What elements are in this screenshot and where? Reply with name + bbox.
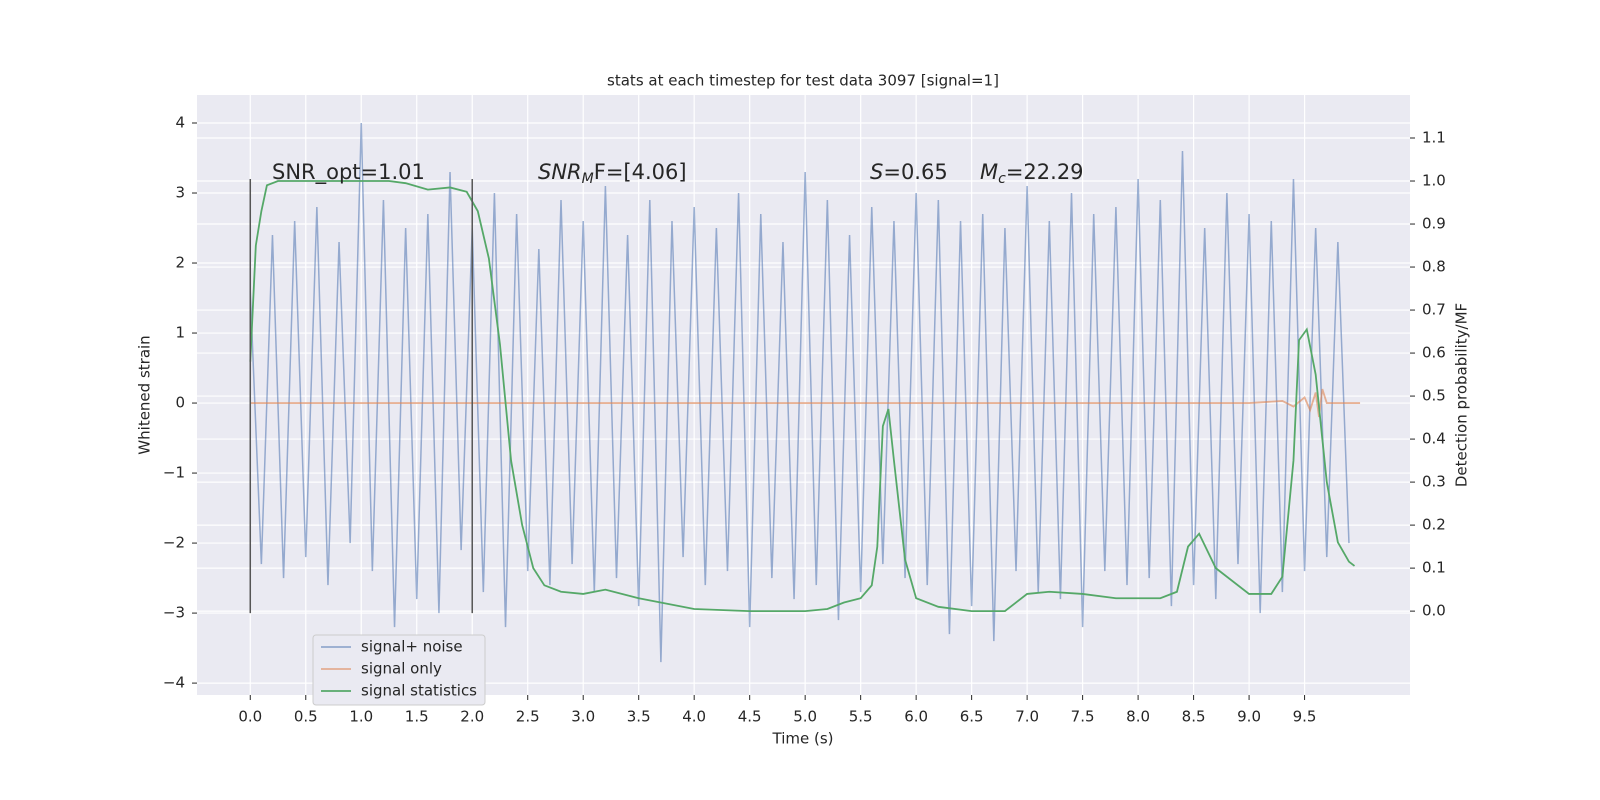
y2-tick-label: 0.7 xyxy=(1422,301,1446,319)
x-tick-label: 7.0 xyxy=(1015,708,1039,726)
y-tick-label: −4 xyxy=(163,674,185,692)
annotation-main: S xyxy=(870,160,883,184)
y-tick-label: −3 xyxy=(163,604,185,622)
x-tick-label: 2.0 xyxy=(460,708,484,726)
y-tick-label: −1 xyxy=(163,464,185,482)
x-tick-label: 3.0 xyxy=(571,708,595,726)
x-tick-label: 2.5 xyxy=(516,708,540,726)
annotation: SNR_opt=1.01 xyxy=(272,160,425,185)
y2-tick-label: 1.0 xyxy=(1422,172,1446,190)
legend-label: signal only xyxy=(361,660,442,678)
x-tick-label: 0.0 xyxy=(238,708,262,726)
x-tick-label: 5.0 xyxy=(793,708,817,726)
annotation-main: SNR xyxy=(538,160,582,184)
series-line xyxy=(249,180,1356,613)
y2-axis-label: Detection probability/MF xyxy=(1453,303,1471,487)
y-tick-label: −2 xyxy=(163,534,185,552)
x-tick-label: 6.0 xyxy=(904,708,928,726)
y2-tick-label: 0.5 xyxy=(1422,387,1446,405)
y2-tick-label: 1.1 xyxy=(1422,129,1446,147)
y2-tick-label: 0.3 xyxy=(1422,473,1446,491)
y2-tick-label: 0.9 xyxy=(1422,215,1446,233)
plot-area xyxy=(197,95,1410,695)
x-tick-label: 4.0 xyxy=(682,708,706,726)
annotation-main: M xyxy=(980,160,998,184)
x-tick-label: 8.5 xyxy=(1182,708,1206,726)
y-tick-label: 4 xyxy=(175,114,185,132)
legend-label: signal+ noise xyxy=(361,638,463,656)
legend-label: signal statistics xyxy=(361,682,477,700)
annotation: Mc=22.29 xyxy=(980,160,1084,187)
y2-tick-label: 0.1 xyxy=(1422,559,1446,577)
legend-box xyxy=(312,634,486,706)
y2-tick-label: 0.0 xyxy=(1422,602,1446,620)
x-tick-label: 1.0 xyxy=(349,708,373,726)
y-tick-label: 0 xyxy=(175,394,185,412)
x-tick-label: 3.5 xyxy=(627,708,651,726)
x-tick-label: 0.5 xyxy=(294,708,318,726)
y-tick-label: 3 xyxy=(175,184,185,202)
y2-tick-label: 0.8 xyxy=(1422,258,1446,276)
x-tick-label: 4.5 xyxy=(738,708,762,726)
x-tick-label: 9.0 xyxy=(1237,708,1261,726)
annotation: SNRMF=[4.06] xyxy=(538,160,687,187)
y2-tick-label: 0.4 xyxy=(1422,430,1446,448)
chart-title: stats at each timestep for test data 309… xyxy=(607,72,999,90)
annotation-sub: M xyxy=(582,171,594,187)
y-tick-label: 1 xyxy=(175,324,185,342)
annotation-sub: c xyxy=(998,171,1006,187)
x-tick-label: 1.5 xyxy=(405,708,429,726)
annotation-rest: F=[4.06] xyxy=(594,160,687,184)
y2-tick-label: 0.2 xyxy=(1422,516,1446,534)
x-tick-label: 8.0 xyxy=(1126,708,1150,726)
x-axis-label: Time (s) xyxy=(772,730,834,748)
x-tick-label: 6.5 xyxy=(960,708,984,726)
x-tick-label: 9.5 xyxy=(1293,708,1317,726)
x-tick-label: 5.5 xyxy=(849,708,873,726)
annotation-rest: =22.29 xyxy=(1006,160,1084,184)
annotation-rest: =0.65 xyxy=(883,160,947,184)
series-line xyxy=(250,388,1361,418)
annotation: S=0.65 xyxy=(870,160,948,184)
x-tick-label: 7.5 xyxy=(1071,708,1095,726)
y2-tick-label: 0.6 xyxy=(1422,344,1446,362)
y-axis-label: Whitened strain xyxy=(136,335,154,454)
y-tick-label: 2 xyxy=(175,254,185,272)
